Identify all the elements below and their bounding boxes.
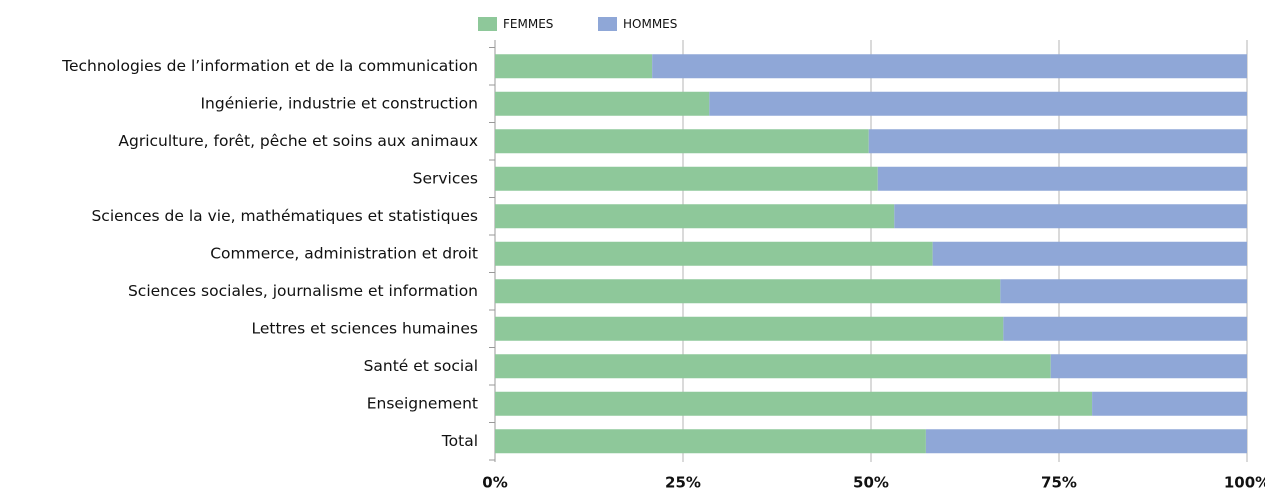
bar-segment	[495, 129, 869, 154]
bar-segment	[932, 241, 1247, 266]
bar-segment	[495, 316, 1004, 341]
category-label: Sciences de la vie, mathématiques et sta…	[91, 207, 478, 225]
x-tick-label: 0%	[482, 474, 507, 492]
x-tick-label: 100%	[1224, 474, 1265, 492]
category-label: Services	[413, 169, 478, 187]
category-label: Lettres et sciences humaines	[252, 319, 478, 337]
legend-swatch	[478, 17, 497, 31]
bar-segment	[868, 129, 1247, 154]
category-label: Agriculture, forêt, pêche et soins aux a…	[118, 132, 478, 150]
legend-label: FEMMES	[503, 17, 553, 31]
bar-segment	[495, 166, 878, 191]
category-label: Sciences sociales, journalisme et inform…	[128, 282, 478, 300]
bar-segment	[495, 54, 653, 79]
x-tick-label: 50%	[853, 474, 889, 492]
bar-segment	[495, 204, 895, 229]
bar-segment	[495, 391, 1093, 416]
category-label: Commerce, administration et droit	[210, 244, 478, 262]
bar-segment	[652, 54, 1247, 79]
legend-swatch	[598, 17, 617, 31]
bar-segment	[495, 429, 926, 454]
legend-label: HOMMES	[623, 17, 677, 31]
bar-segment	[495, 279, 1001, 304]
bar-segment	[894, 204, 1247, 229]
bar-segment	[495, 241, 933, 266]
bar-segment	[1092, 391, 1247, 416]
x-tick-label: 75%	[1041, 474, 1077, 492]
bar-segment	[1050, 354, 1247, 379]
bar-segment	[495, 91, 710, 116]
bar-segment	[1003, 316, 1247, 341]
category-label: Total	[441, 432, 478, 450]
bar-segment	[925, 429, 1247, 454]
category-label: Santé et social	[364, 357, 478, 375]
category-label: Enseignement	[367, 394, 478, 412]
x-tick-label: 25%	[665, 474, 701, 492]
bar-segment	[1000, 279, 1247, 304]
bar-segment	[709, 91, 1247, 116]
bar-segment	[495, 354, 1051, 379]
category-label: Ingénierie, industrie et construction	[200, 94, 478, 112]
bar-segment	[877, 166, 1247, 191]
category-label: Technologies de l’information et de la c…	[61, 57, 478, 75]
